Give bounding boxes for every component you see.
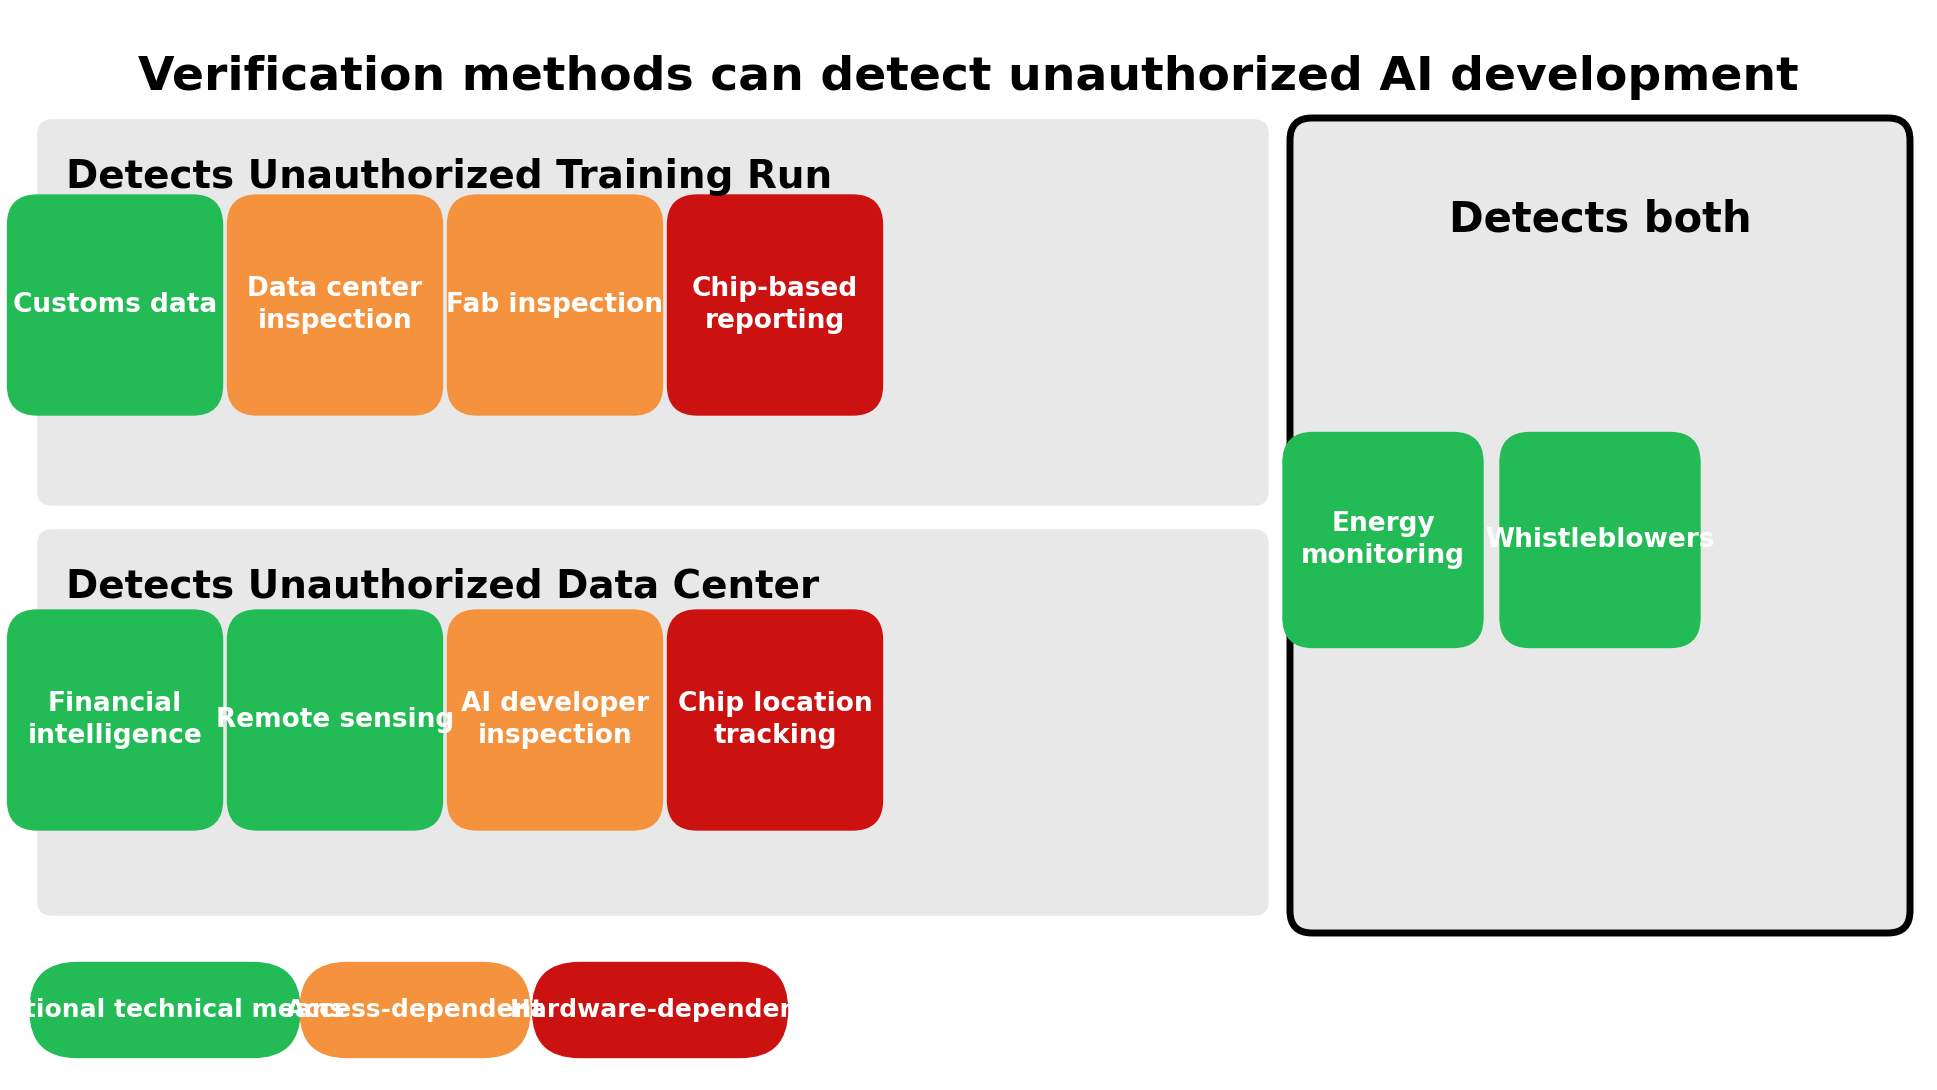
Text: Whistleblowers: Whistleblowers: [1486, 526, 1714, 553]
FancyBboxPatch shape: [227, 195, 442, 415]
FancyBboxPatch shape: [8, 195, 223, 415]
FancyBboxPatch shape: [227, 610, 442, 829]
FancyBboxPatch shape: [533, 962, 788, 1057]
Text: Chip location
tracking: Chip location tracking: [678, 691, 872, 749]
Text: Detects Unauthorized Training Run: Detects Unauthorized Training Run: [66, 158, 833, 196]
FancyBboxPatch shape: [1499, 433, 1701, 647]
Text: Hardware-dependent: Hardware-dependent: [509, 998, 810, 1022]
FancyBboxPatch shape: [39, 530, 1269, 915]
Text: Detects Unauthorized Data Center: Detects Unauthorized Data Center: [66, 568, 819, 606]
FancyBboxPatch shape: [39, 120, 1269, 505]
FancyBboxPatch shape: [447, 195, 662, 415]
Text: Chip-based
reporting: Chip-based reporting: [692, 276, 858, 334]
FancyBboxPatch shape: [29, 962, 300, 1057]
FancyBboxPatch shape: [300, 962, 531, 1057]
FancyBboxPatch shape: [668, 195, 883, 415]
Text: Fab inspection: Fab inspection: [447, 292, 664, 318]
FancyBboxPatch shape: [1290, 118, 1910, 933]
Text: Verification methods can detect unauthorized AI development: Verification methods can detect unauthor…: [138, 54, 1798, 100]
Text: Financial
intelligence: Financial intelligence: [27, 691, 201, 749]
Text: AI developer
inspection: AI developer inspection: [461, 691, 649, 749]
Text: Remote sensing: Remote sensing: [215, 707, 453, 732]
Text: Data center
inspection: Data center inspection: [248, 276, 422, 334]
Text: Access-dependent: Access-dependent: [287, 998, 544, 1022]
Text: Detects both: Detects both: [1449, 199, 1751, 241]
Text: Customs data: Customs data: [14, 292, 217, 318]
Text: Energy
monitoring: Energy monitoring: [1302, 511, 1464, 569]
FancyBboxPatch shape: [8, 610, 223, 829]
Text: National technical means: National technical means: [0, 998, 345, 1022]
FancyBboxPatch shape: [668, 610, 883, 829]
FancyBboxPatch shape: [447, 610, 662, 829]
FancyBboxPatch shape: [1282, 433, 1484, 647]
